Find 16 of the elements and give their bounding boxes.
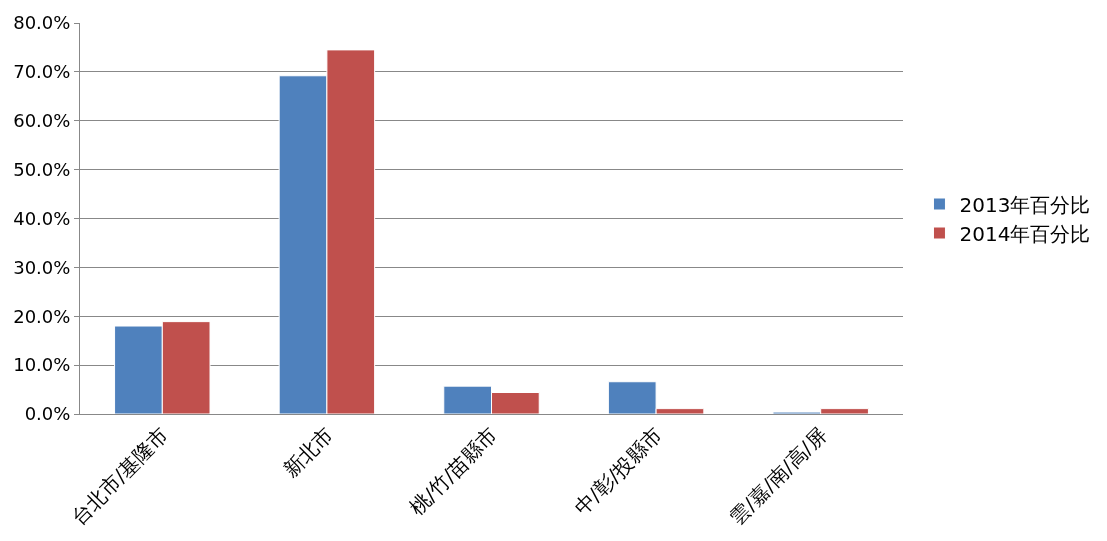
legend-label: 2014年百分比 — [959, 221, 1091, 246]
y-tick-label: 30.0% — [13, 256, 71, 278]
y-tick-label: 10.0% — [13, 354, 71, 376]
x-tick-label: 中/彰/投縣市 — [569, 422, 667, 520]
y-tick-label: 50.0% — [13, 158, 71, 180]
x-tick-label: 台北市/基隆市 — [66, 422, 173, 530]
legend-label: 2013年百分比 — [959, 192, 1091, 217]
y-tick-label: 80.0% — [13, 12, 71, 34]
y-tick-label: 20.0% — [13, 305, 71, 327]
y-tick-label: 0.0% — [24, 403, 71, 425]
y-tick-label: 60.0% — [13, 110, 71, 132]
x-tick-label: 桃/竹/苗縣市 — [404, 422, 503, 520]
y-tick-label: 40.0% — [13, 207, 71, 229]
y-tick-label: 70.0% — [13, 61, 71, 83]
x-tick-label: 新北市 — [278, 422, 338, 483]
x-tick-label: 雲/嘉/南/高/屏 — [724, 422, 832, 530]
